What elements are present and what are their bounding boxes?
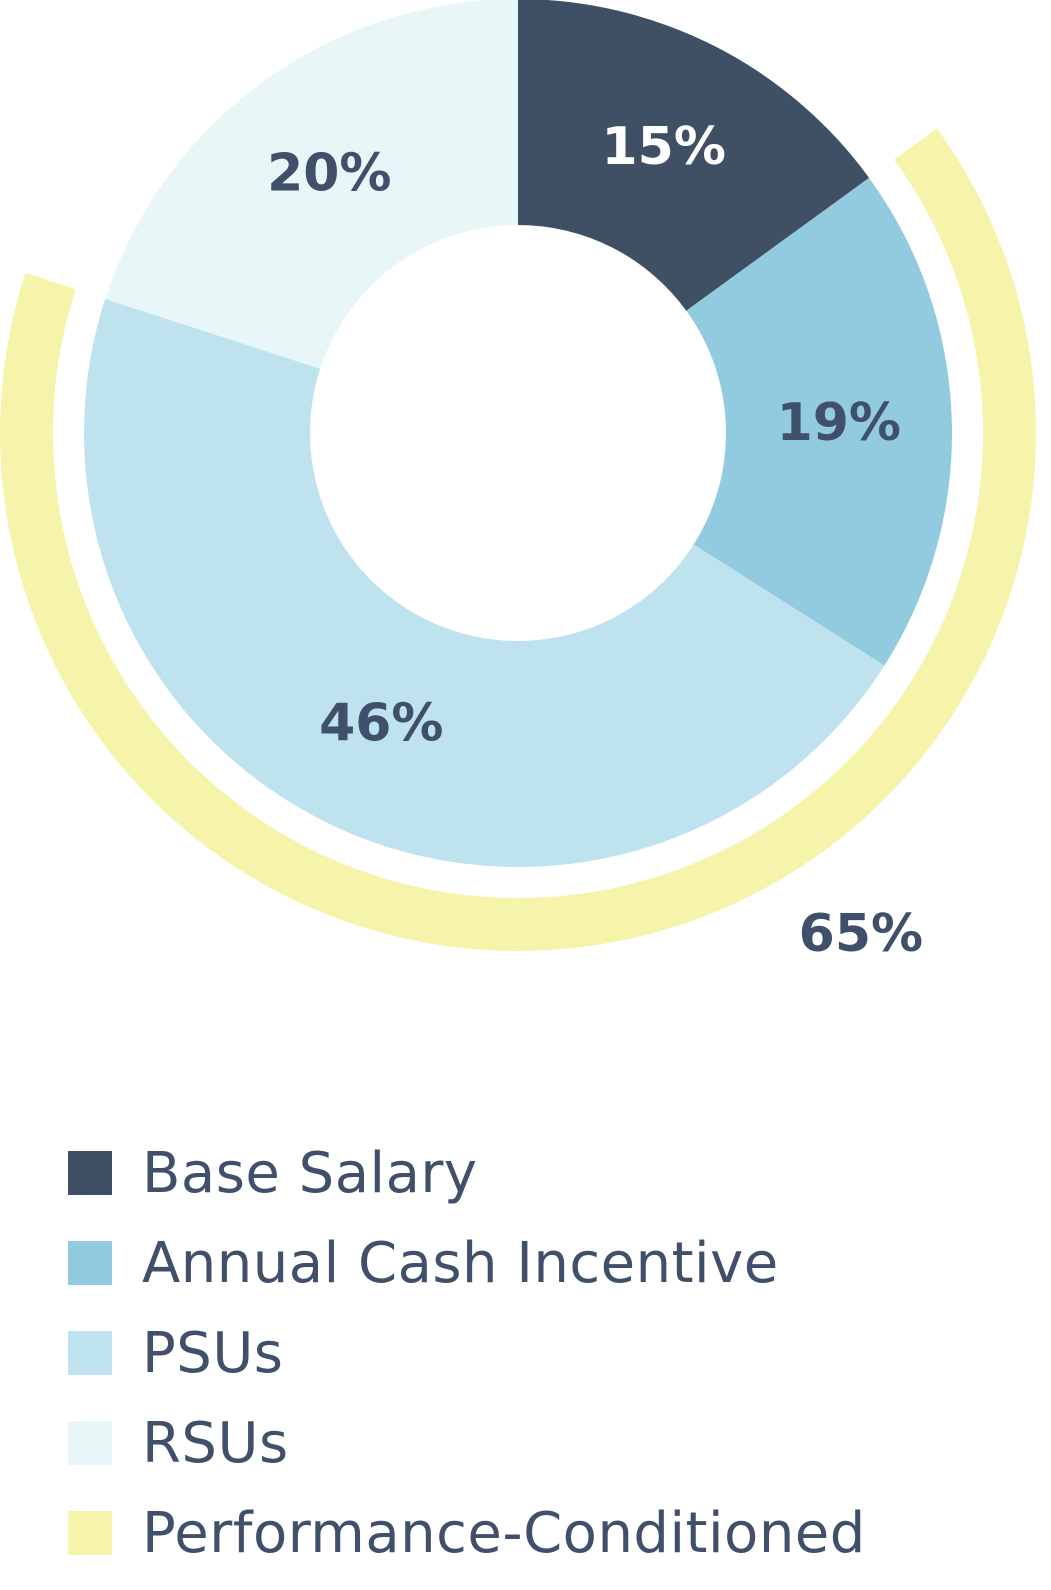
legend-swatch-performance-conditioned bbox=[68, 1511, 112, 1555]
slice-labels: 15% 19% 46% 20% 65% bbox=[267, 117, 923, 964]
legend-item-psus: PSUs bbox=[68, 1308, 866, 1398]
legend-label-psus: PSUs bbox=[142, 1320, 284, 1386]
slice-label-annual-cash-incentive: 19% bbox=[777, 393, 901, 453]
legend-item-annual-cash-incentive: Annual Cash Incentive bbox=[68, 1218, 866, 1308]
legend-label-annual-cash-incentive: Annual Cash Incentive bbox=[142, 1230, 779, 1296]
slice-rsus bbox=[105, 0, 518, 369]
slice-label-psus: 46% bbox=[319, 693, 443, 753]
slice-label-rsus: 20% bbox=[267, 143, 391, 203]
legend-swatch-psus bbox=[68, 1331, 112, 1375]
legend-item-rsus: RSUs bbox=[68, 1398, 866, 1488]
legend-label-performance-conditioned: Performance-Conditioned bbox=[142, 1500, 866, 1566]
legend-label-base-salary: Base Salary bbox=[142, 1140, 478, 1206]
slice-annual-cash-incentive bbox=[686, 177, 953, 666]
legend-label-rsus: RSUs bbox=[142, 1410, 289, 1476]
legend: Base Salary Annual Cash Incentive PSUs RSUs… bbox=[68, 1128, 866, 1578]
slice-base-salary bbox=[518, 0, 870, 311]
performance-conditioned-arc-group bbox=[0, 128, 1036, 951]
arc-label-performance-conditioned: 65% bbox=[799, 904, 923, 964]
legend-item-base-salary: Base Salary bbox=[68, 1128, 866, 1218]
legend-item-performance-conditioned: Performance-Conditioned bbox=[68, 1488, 866, 1578]
legend-swatch-base-salary bbox=[68, 1151, 112, 1195]
legend-swatch-annual-cash-incentive bbox=[68, 1241, 112, 1285]
legend-swatch-rsus bbox=[68, 1421, 112, 1465]
donut-slices bbox=[83, 0, 953, 868]
donut-chart: 15% 19% 46% 20% 65% bbox=[0, 0, 1036, 964]
arc-performance-conditioned bbox=[0, 128, 1036, 951]
slice-label-base-salary: 15% bbox=[601, 117, 725, 177]
slice-psus bbox=[83, 298, 885, 868]
